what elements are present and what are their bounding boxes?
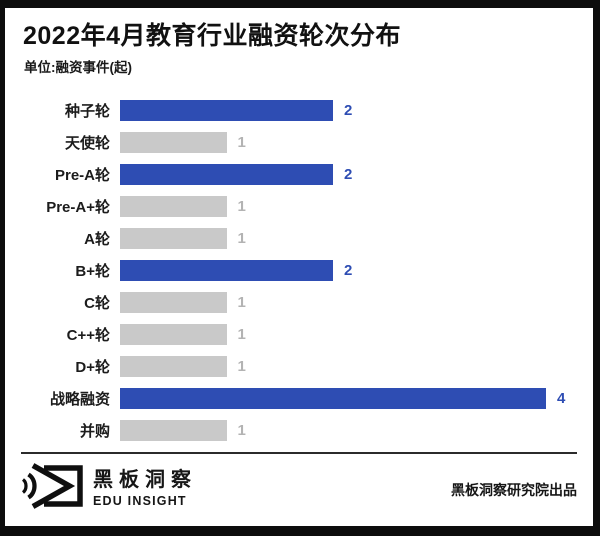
bar-track: 2 (120, 99, 577, 121)
value-label: 2 (344, 261, 353, 279)
category-label: B+轮 (75, 262, 110, 280)
chart-card: 2022年4月教育行业融资轮次分布 单位:融资事件(起) 种子轮 2 天使轮 1 Pre… (5, 21, 593, 526)
chart-row: 并购 1 (21, 414, 577, 446)
value-label: 1 (237, 421, 246, 439)
chart-row: C++轮 1 (21, 318, 577, 350)
value-label: 1 (237, 197, 246, 215)
bar-track: 2 (120, 163, 577, 185)
chart-row: 天使轮 1 (21, 126, 577, 158)
value-label: 2 (344, 165, 353, 183)
value-label: 1 (237, 357, 246, 375)
bar (120, 291, 227, 313)
bar-track: 1 (120, 195, 577, 217)
brand-name-en: EDU INSIGHT (93, 493, 187, 508)
bar-track: 4 (120, 387, 577, 409)
bar-chart: 种子轮 2 天使轮 1 Pre-A轮 2 Pre-A+轮 1 A轮 1 B+轮 2 C轮 1 C++轮 1 D+… (21, 94, 577, 446)
category-label: C轮 (84, 294, 110, 312)
bar-track: 2 (120, 259, 577, 281)
bar (120, 131, 227, 153)
eye-blackboard-logo-icon (21, 461, 83, 516)
category-label: 种子轮 (64, 102, 110, 120)
category-label: Pre-A+轮 (46, 198, 110, 216)
bar (120, 227, 227, 249)
value-label: 2 (344, 101, 353, 119)
bar-track: 1 (120, 323, 577, 345)
chart-row: 战略融资 4 (21, 382, 577, 414)
bar (120, 387, 546, 409)
chart-row: Pre-A轮 2 (21, 158, 577, 190)
chart-row: C轮 1 (21, 286, 577, 318)
value-label: 1 (237, 293, 246, 311)
brand-text: 黑板洞察 EDU INSIGHT (93, 469, 197, 508)
bar (120, 163, 333, 185)
unit-label: 单位:融资事件(起) (24, 60, 132, 75)
bar-track: 1 (120, 131, 577, 153)
bar (120, 195, 227, 217)
brand-name-cn: 黑板洞察 (93, 468, 197, 491)
bar-track: 1 (120, 355, 577, 377)
value-label: 4 (557, 389, 566, 407)
chart-row: Pre-A+轮 1 (21, 190, 577, 222)
bar-track: 1 (120, 291, 577, 313)
bar-track: 1 (120, 227, 577, 249)
bar-track: 1 (120, 419, 577, 441)
bar (120, 323, 227, 345)
bar (120, 259, 333, 281)
chart-title: 2022年4月教育行业融资轮次分布 (23, 22, 402, 50)
chart-row: A轮 1 (21, 222, 577, 254)
chart-row: 种子轮 2 (21, 94, 577, 126)
category-label: C++轮 (66, 326, 110, 344)
bar (120, 355, 227, 377)
chart-row: B+轮 2 (21, 254, 577, 286)
category-label: 天使轮 (64, 134, 110, 152)
category-label: 战略融资 (49, 390, 110, 408)
footer-divider (21, 452, 577, 454)
value-label: 1 (237, 229, 246, 247)
category-label: D+轮 (75, 358, 110, 376)
value-label: 1 (237, 133, 246, 151)
bar (120, 99, 333, 121)
credit-text: 黑板洞察研究院出品 (451, 482, 577, 498)
brand-logo: 黑板洞察 EDU INSIGHT (21, 461, 197, 516)
category-label: 并购 (79, 422, 110, 440)
chart-row: D+轮 1 (21, 350, 577, 382)
category-label: A轮 (84, 230, 110, 248)
category-label: Pre-A轮 (54, 166, 110, 184)
value-label: 1 (237, 325, 246, 343)
footer: 黑板洞察 EDU INSIGHT 黑板洞察研究院出品 (21, 456, 577, 520)
bar (120, 419, 227, 441)
